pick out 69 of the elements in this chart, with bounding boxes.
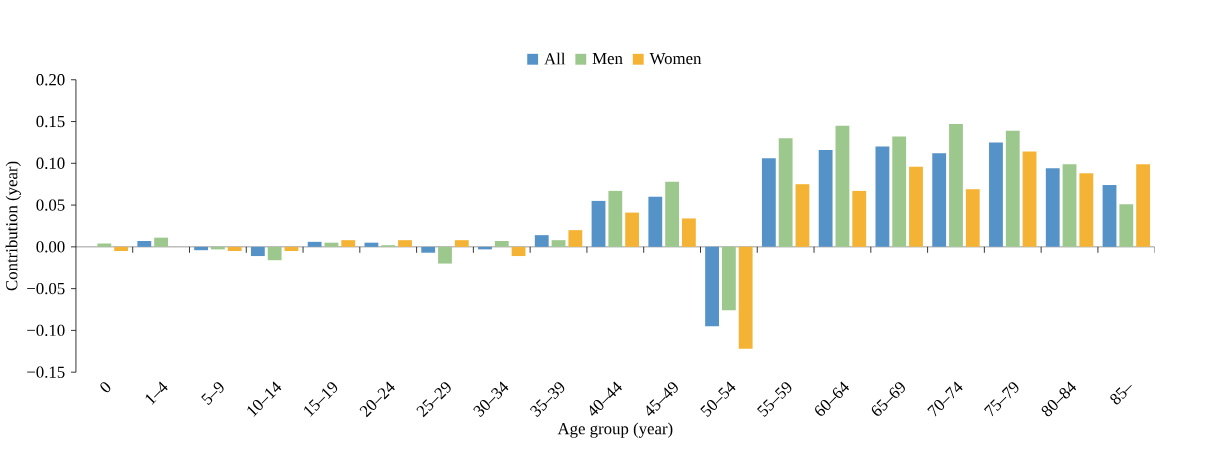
bar [1136,163,1151,247]
bar [909,166,923,247]
bar [721,246,736,311]
bar [267,246,282,261]
bar [949,123,963,247]
y-tick-label: −0.05 [27,282,65,295]
bar [778,138,793,247]
bar [551,239,566,247]
bar [421,246,436,253]
bar [154,237,169,247]
bar [1062,163,1077,247]
bar [761,158,776,247]
bar [892,136,907,247]
bar [194,246,209,251]
bar [398,239,412,247]
bar [852,190,867,247]
bar [705,246,719,327]
x-tick-label: 0 [100,382,111,392]
y-axis-title: Contribution (year) [5,161,21,291]
bar [1005,130,1020,247]
bar [454,239,469,247]
y-tick-label: 0.05 [36,199,65,211]
bar [875,146,890,247]
bar [818,149,833,247]
bar [250,246,265,256]
bar [1022,151,1037,247]
x-tick-label: 1–4 [145,381,168,405]
bar [989,142,1003,247]
x-tick-label: 5–9 [201,381,224,405]
bar [97,243,112,247]
x-axis-title: Age group (year) [557,422,673,438]
bar [625,212,640,247]
y-tick-label: −0.15 [27,366,65,378]
bar [1102,184,1117,247]
y-tick-label: 0.15 [36,115,65,128]
bar [1119,204,1134,247]
bar [307,241,322,247]
x-tick-label: 85– [1110,384,1132,405]
y-tick-label: 0.20 [36,73,65,86]
bar [835,125,850,247]
bar [137,240,152,247]
bar [1079,173,1094,247]
bar [932,153,947,247]
legend-label: Women [649,52,702,65]
bar [511,246,526,256]
bar [608,190,623,247]
bar [795,184,810,247]
bar [738,246,753,349]
bar [681,218,696,247]
bar [534,234,549,247]
bar [438,246,452,264]
bar [341,239,356,247]
bar [324,242,339,247]
bar [568,229,583,247]
bar [114,246,129,251]
y-tick-label: −0.10 [27,324,65,336]
bar [364,242,379,247]
legend-label: Men [592,52,623,64]
bar [1045,168,1060,247]
bar [591,200,606,247]
legend-label: All [544,52,566,65]
y-tick-label: 0.00 [36,240,65,253]
y-tick-label: 0.10 [36,157,65,169]
bar [227,246,242,251]
bar [665,181,680,247]
bar [648,196,663,247]
bar [494,240,509,247]
bar [965,189,980,247]
bar [284,246,299,251]
